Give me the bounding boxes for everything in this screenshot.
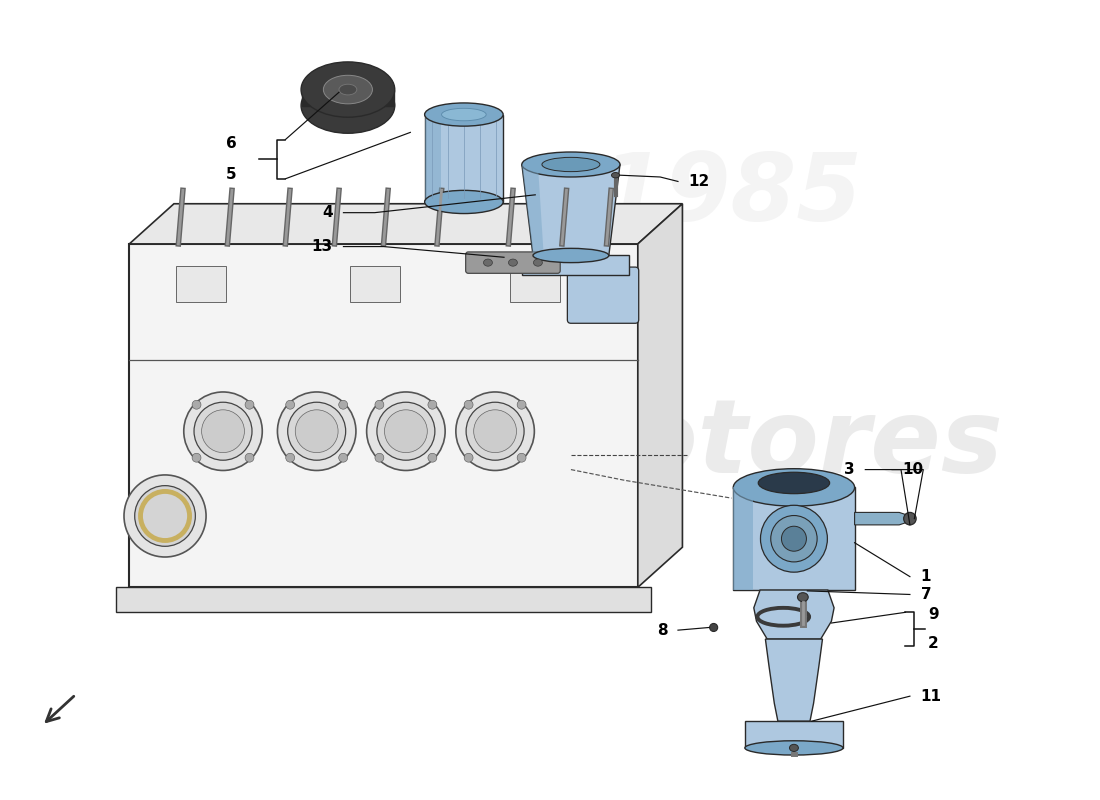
- Ellipse shape: [323, 75, 373, 104]
- Ellipse shape: [521, 152, 620, 177]
- Text: 3: 3: [844, 462, 855, 477]
- Polygon shape: [754, 590, 834, 639]
- Ellipse shape: [474, 410, 517, 453]
- Text: 13: 13: [311, 239, 332, 254]
- Ellipse shape: [385, 410, 427, 453]
- FancyBboxPatch shape: [130, 244, 638, 587]
- Ellipse shape: [517, 454, 526, 462]
- Ellipse shape: [288, 402, 345, 460]
- Polygon shape: [766, 639, 823, 721]
- Text: 11: 11: [921, 689, 942, 704]
- Text: 10: 10: [903, 462, 924, 477]
- Ellipse shape: [781, 526, 806, 551]
- Ellipse shape: [466, 402, 524, 460]
- Polygon shape: [425, 114, 441, 202]
- Text: a passion since 1985: a passion since 1985: [223, 482, 574, 514]
- Ellipse shape: [184, 392, 262, 470]
- FancyBboxPatch shape: [116, 587, 651, 612]
- FancyBboxPatch shape: [350, 266, 399, 302]
- Text: euromotores: euromotores: [250, 394, 1003, 495]
- Ellipse shape: [798, 593, 808, 602]
- Ellipse shape: [441, 108, 486, 121]
- Ellipse shape: [771, 515, 817, 562]
- FancyBboxPatch shape: [510, 266, 560, 302]
- Ellipse shape: [517, 400, 526, 409]
- Ellipse shape: [375, 454, 384, 462]
- Ellipse shape: [366, 392, 446, 470]
- Ellipse shape: [245, 454, 254, 462]
- Text: 7: 7: [921, 587, 932, 602]
- Polygon shape: [855, 513, 910, 525]
- Ellipse shape: [192, 454, 201, 462]
- Ellipse shape: [339, 454, 348, 462]
- Polygon shape: [521, 165, 620, 255]
- Polygon shape: [521, 255, 629, 275]
- FancyBboxPatch shape: [745, 721, 843, 748]
- Ellipse shape: [339, 400, 348, 409]
- FancyBboxPatch shape: [734, 487, 752, 590]
- Ellipse shape: [428, 454, 437, 462]
- Ellipse shape: [295, 410, 338, 453]
- Text: 4: 4: [322, 205, 332, 220]
- Ellipse shape: [904, 513, 916, 525]
- Ellipse shape: [760, 506, 827, 572]
- Ellipse shape: [425, 103, 503, 126]
- Ellipse shape: [286, 454, 295, 462]
- Ellipse shape: [124, 475, 206, 557]
- Ellipse shape: [192, 400, 201, 409]
- Ellipse shape: [484, 259, 493, 266]
- Ellipse shape: [612, 173, 619, 178]
- Text: 1: 1: [921, 569, 931, 584]
- Ellipse shape: [758, 472, 829, 494]
- Ellipse shape: [428, 400, 437, 409]
- Polygon shape: [521, 165, 543, 255]
- Ellipse shape: [455, 392, 535, 470]
- Ellipse shape: [277, 392, 356, 470]
- Ellipse shape: [377, 402, 434, 460]
- Polygon shape: [638, 204, 682, 587]
- FancyBboxPatch shape: [176, 266, 226, 302]
- Polygon shape: [130, 204, 682, 244]
- Ellipse shape: [194, 402, 252, 460]
- Text: 6: 6: [226, 137, 236, 151]
- Ellipse shape: [339, 84, 356, 95]
- Text: 12: 12: [689, 174, 710, 189]
- Ellipse shape: [301, 62, 395, 118]
- Ellipse shape: [464, 400, 473, 409]
- Text: 5: 5: [226, 167, 236, 182]
- Ellipse shape: [745, 741, 843, 755]
- Ellipse shape: [710, 623, 717, 631]
- Text: 1985: 1985: [600, 149, 864, 241]
- Ellipse shape: [286, 400, 295, 409]
- Ellipse shape: [534, 259, 542, 266]
- Ellipse shape: [301, 78, 395, 134]
- Ellipse shape: [734, 469, 855, 506]
- Ellipse shape: [425, 190, 503, 214]
- Ellipse shape: [542, 158, 600, 172]
- Ellipse shape: [790, 744, 799, 751]
- Ellipse shape: [464, 454, 473, 462]
- Text: 9: 9: [927, 607, 938, 622]
- Ellipse shape: [201, 410, 244, 453]
- Text: 2: 2: [927, 636, 938, 651]
- Ellipse shape: [375, 400, 384, 409]
- Ellipse shape: [134, 486, 196, 546]
- Ellipse shape: [508, 259, 517, 266]
- Ellipse shape: [245, 400, 254, 409]
- Text: 8: 8: [657, 622, 668, 638]
- FancyBboxPatch shape: [568, 267, 639, 323]
- FancyBboxPatch shape: [465, 252, 560, 274]
- FancyBboxPatch shape: [425, 114, 503, 202]
- Polygon shape: [301, 90, 394, 106]
- FancyBboxPatch shape: [734, 487, 855, 590]
- Ellipse shape: [534, 248, 608, 262]
